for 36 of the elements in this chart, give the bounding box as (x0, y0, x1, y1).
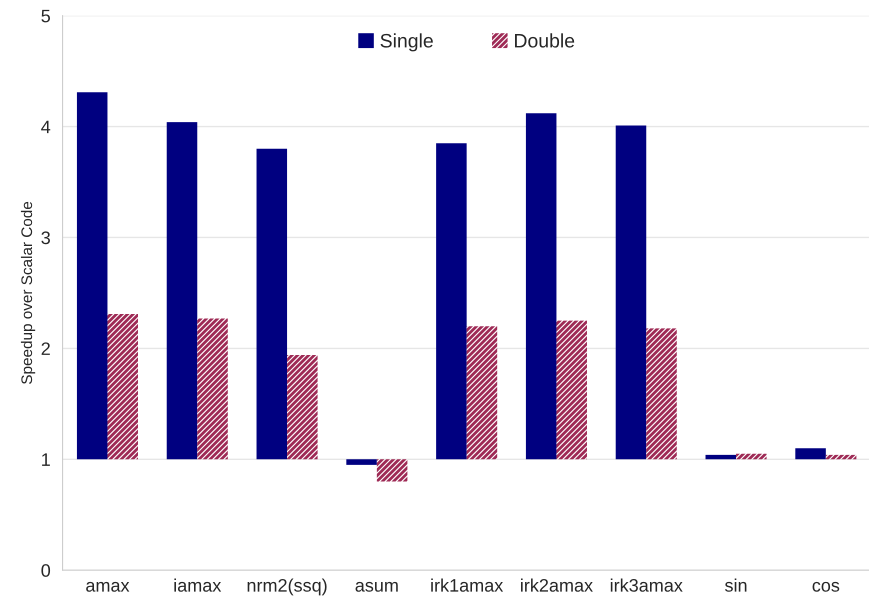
bar (346, 459, 377, 465)
y-tick-label: 5 (41, 10, 50, 22)
x-tick-label: irk1amax (431, 578, 504, 592)
bar (166, 122, 198, 460)
bar (616, 125, 646, 460)
y-tick-label: 0 (41, 564, 50, 577)
bar (706, 454, 736, 460)
x-tick-label: cos (812, 582, 840, 592)
bar (287, 355, 318, 460)
x-tick-label: iamax (174, 578, 222, 592)
legend-label: Double (515, 33, 574, 48)
bar (556, 320, 587, 460)
legend-label: Single (380, 33, 433, 52)
y-tick-label: 1 (42, 453, 50, 466)
bar (526, 113, 556, 460)
x-tick-label: amax (86, 582, 130, 592)
x-tick-label: sin (725, 578, 746, 592)
bar (107, 314, 138, 460)
y-tick-label: 4 (41, 120, 50, 134)
bar (376, 459, 408, 482)
x-tick-label: asum (356, 582, 398, 592)
bar (736, 454, 767, 460)
y-tick-label: 3 (41, 231, 50, 244)
bar (646, 328, 677, 460)
bar (76, 92, 108, 460)
bar (197, 318, 228, 460)
x-tick-label: nrm2(ssq) (248, 578, 327, 596)
bar (436, 143, 467, 460)
bar (826, 454, 856, 460)
bar (795, 448, 826, 460)
y-axis-title: Speedup over Scalar Code (20, 202, 36, 384)
x-tick-label: irk3amax (610, 578, 683, 592)
x-tick-label: irk2amax (521, 578, 593, 592)
bar (256, 148, 288, 460)
bar (466, 326, 498, 460)
y-tick-label: 2 (42, 342, 50, 355)
